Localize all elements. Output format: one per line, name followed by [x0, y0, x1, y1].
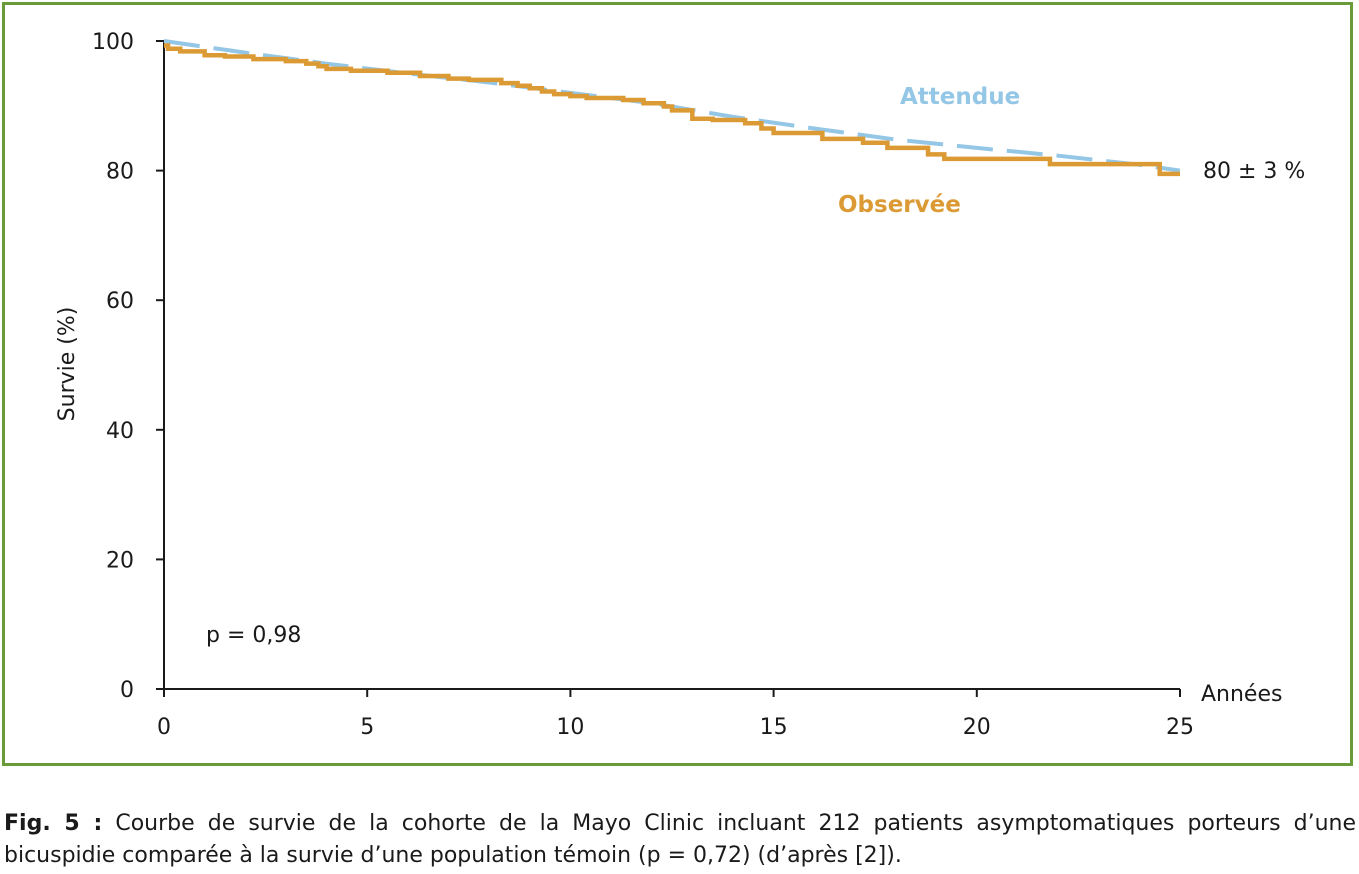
y-tick-label: 0	[120, 678, 134, 703]
caption-text: Courbe de survie de la cohorte de la May…	[4, 811, 1356, 868]
caption-lead: Fig. 5 :	[4, 811, 103, 836]
chart-frame	[2, 2, 1353, 766]
series-line-observee	[164, 43, 1180, 177]
axes: 0 20 40 60 80 100 0 5 10 15 20 25	[92, 30, 1194, 740]
y-ticks: 0 20 40 60 80 100	[92, 30, 164, 703]
x-ticks: 0 5 10 15 20 25	[157, 689, 1194, 740]
y-tick-label: 80	[106, 160, 134, 185]
figure-caption: Fig. 5 : Courbe de survie de la cohorte …	[4, 808, 1356, 872]
x-tick-label: 5	[360, 715, 374, 740]
x-tick-label: 20	[963, 715, 991, 740]
series-layer	[163, 39, 1181, 177]
end-value-annotation: 80 ± 3 %	[1203, 159, 1305, 184]
x-axis-title: Années	[1201, 682, 1282, 707]
x-tick-label: 0	[157, 715, 171, 740]
y-axis-title: Survie (%)	[55, 307, 80, 422]
series-label-observee: Observée	[838, 192, 961, 218]
y-tick-label: 40	[106, 419, 134, 444]
x-tick-label: 15	[760, 715, 788, 740]
pvalue-annotation: p = 0,98	[206, 623, 301, 648]
y-tick-label: 20	[106, 548, 134, 573]
survival-chart: 0 20 40 60 80 100 0 5 10 15 20 25 Survie (%) Année…	[55, 30, 1305, 740]
y-tick-label: 100	[92, 30, 134, 55]
x-tick-label: 25	[1166, 715, 1194, 740]
series-label-attendue: Attendue	[900, 84, 1020, 110]
x-tick-label: 10	[556, 715, 584, 740]
y-tick-label: 60	[106, 289, 134, 314]
